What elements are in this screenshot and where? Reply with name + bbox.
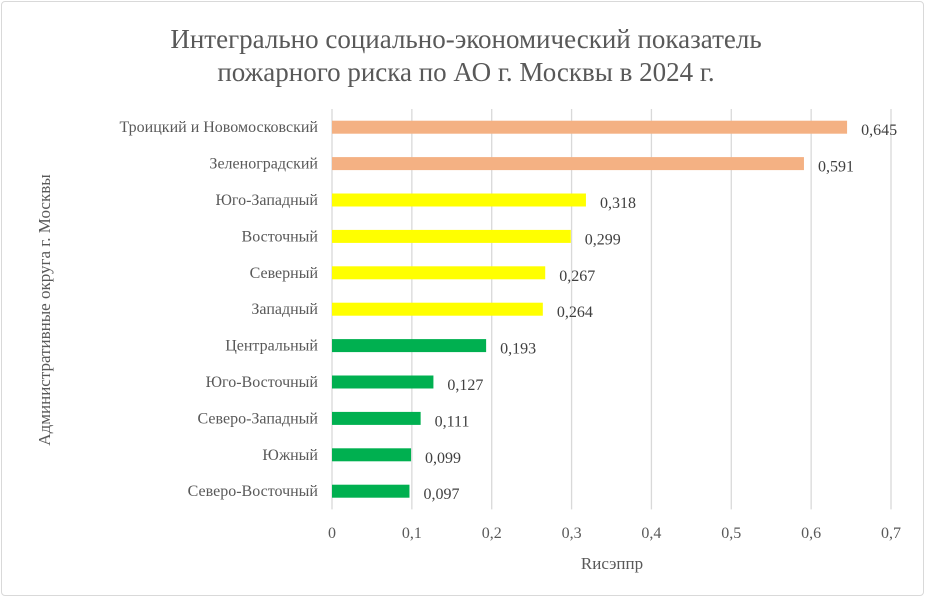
x-tick-label: 0,3 [562, 525, 582, 542]
chart-title-line-2: пожарного риска по АО г. Москвы в 2024 г… [217, 57, 714, 87]
data-label: 0,127 [447, 377, 483, 394]
bar [332, 411, 421, 425]
bar [332, 229, 571, 243]
data-label: 0,591 [818, 159, 854, 176]
x-tick-label: 0,2 [482, 525, 502, 542]
x-tick-label: 0,7 [881, 525, 901, 542]
data-label: 0,099 [425, 450, 461, 467]
bar [332, 375, 434, 389]
bar [332, 266, 546, 280]
data-label: 0,645 [861, 122, 897, 139]
x-tick-label: 0 [328, 525, 336, 542]
category-label: Северо-Западный [198, 410, 319, 427]
x-tick-label: 0,1 [402, 525, 422, 542]
y-axis-label: Административные округа г. Москвы [35, 174, 54, 446]
data-label: 0,111 [435, 413, 470, 430]
category-label: Западный [251, 301, 318, 318]
category-label: Северо-Восточный [188, 483, 319, 500]
bar [332, 484, 410, 498]
category-label: Восточный [242, 228, 319, 245]
category-label: Зеленоградский [209, 156, 318, 173]
category-label: Центральный [225, 338, 318, 355]
category-label: Юго-Восточный [206, 374, 319, 391]
bar [332, 448, 412, 462]
category-label: Юго-Западный [215, 192, 318, 209]
category-label: Троицкий и Новомосковский [120, 119, 319, 136]
data-label: 0,267 [559, 268, 595, 285]
x-tick-label: 0,6 [801, 525, 821, 542]
x-tick-label: 0,5 [721, 525, 741, 542]
bar [332, 193, 586, 207]
bar [332, 120, 848, 134]
category-label: Южный [262, 447, 318, 464]
x-tick-label: 0,4 [641, 525, 661, 542]
data-label: 0,097 [423, 486, 459, 503]
category-label: Северный [250, 265, 319, 282]
bar [332, 302, 543, 316]
bar [332, 157, 804, 171]
data-label: 0,193 [500, 341, 536, 358]
data-label: 0,299 [585, 231, 621, 248]
x-axis-label: Rисэппр [581, 554, 643, 573]
data-label: 0,318 [600, 195, 636, 212]
data-label: 0,264 [557, 304, 593, 321]
chart-title-line-1: Интегрально социально-экономический пока… [170, 24, 761, 54]
bar [332, 339, 487, 353]
